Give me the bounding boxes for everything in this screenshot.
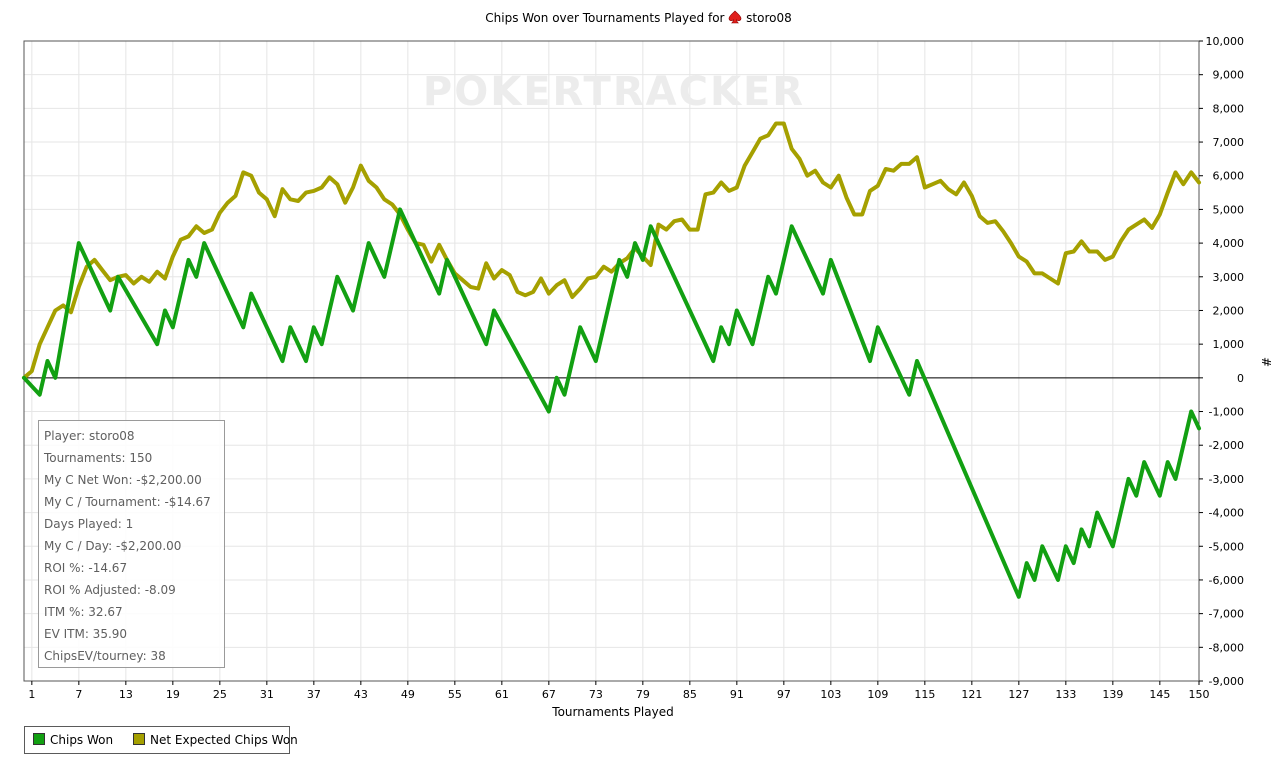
legend-swatch-icon [33, 733, 45, 745]
x-tick-label: 91 [730, 688, 744, 701]
y-tick-label: 0 [1237, 372, 1244, 385]
x-tick-label: 61 [495, 688, 509, 701]
y-tick-label: -2,000 [1209, 439, 1244, 452]
y-tick-label: -8,000 [1209, 641, 1244, 654]
x-tick-label: 55 [448, 688, 462, 701]
stat-line: Days Played: 1 [44, 517, 134, 531]
stat-line: ROI % Adjusted: -8.09 [44, 583, 176, 597]
legend-item-net-expected[interactable]: Net Expected Chips Won [133, 727, 298, 753]
y-tick-label: -4,000 [1209, 507, 1244, 520]
x-tick-label: 43 [354, 688, 368, 701]
y-tick-label: -5,000 [1209, 540, 1244, 553]
x-tick-label: 150 [1189, 688, 1210, 701]
stat-line: Tournaments: 150 [44, 451, 153, 465]
x-tick-label: 37 [307, 688, 321, 701]
x-tick-label: 103 [820, 688, 841, 701]
x-tick-label: 7 [75, 688, 82, 701]
y-tick-label: 6,000 [1213, 170, 1245, 183]
x-tick-label: 139 [1102, 688, 1123, 701]
y-tick-label: 5,000 [1213, 203, 1245, 216]
x-tick-label: 79 [636, 688, 650, 701]
y-tick-label: -1,000 [1209, 406, 1244, 419]
chart-title: Chips Won over Tournaments Played for st… [0, 10, 1277, 25]
legend-item-chips-won[interactable]: Chips Won [33, 727, 113, 753]
x-tick-label: 145 [1149, 688, 1170, 701]
watermark: POKERTRACKER [423, 69, 805, 115]
x-tick-label: 67 [542, 688, 556, 701]
y-tick-label: 9,000 [1213, 69, 1245, 82]
y-tick-label: 8,000 [1213, 102, 1245, 115]
x-tick-label: 121 [961, 688, 982, 701]
x-tick-label: 19 [166, 688, 180, 701]
y-tick-label: -7,000 [1209, 608, 1244, 621]
y-tick-label: -9,000 [1209, 675, 1244, 688]
x-tick-label: 73 [589, 688, 603, 701]
legend-label: Net Expected Chips Won [150, 733, 298, 747]
y-tick-label: 1,000 [1213, 338, 1245, 351]
stat-line: ITM %: 32.67 [44, 605, 123, 619]
stat-line: Player: storo08 [44, 429, 135, 443]
legend-label: Chips Won [50, 733, 114, 747]
x-tick-label: 25 [213, 688, 227, 701]
stat-line: My C Net Won: -$2,200.00 [44, 473, 202, 487]
series-line-chips-won [22, 207, 1201, 599]
x-tick-label: 127 [1008, 688, 1029, 701]
x-tick-label: 133 [1055, 688, 1076, 701]
series-lines [22, 121, 1201, 599]
stat-line: My C / Day: -$2,200.00 [44, 539, 182, 553]
spade-icon [729, 10, 742, 24]
y-tick-label: 10,000 [1206, 35, 1245, 48]
y-tick-label: 4,000 [1213, 237, 1245, 250]
stat-line: My C / Tournament: -$14.67 [44, 495, 211, 509]
y-tick-label: 3,000 [1213, 271, 1245, 284]
stat-line: ROI %: -14.67 [44, 561, 128, 575]
y-tick-label: 2,000 [1213, 304, 1245, 317]
x-tick-label: 1 [28, 688, 35, 701]
y-tick-label: -3,000 [1209, 473, 1244, 486]
player-name: storo08 [746, 11, 792, 25]
x-tick-label: 109 [867, 688, 888, 701]
stat-line: ChipsEV/tourney: 38 [44, 649, 166, 663]
stats-panel: Player: storo08 Tournaments: 150 My C Net … [38, 420, 225, 668]
y-tick-label: -6,000 [1209, 574, 1244, 587]
axes: 10,000 9,000 8,000 7,000 6,000 5,000 4,000 3,00… [23, 35, 1245, 701]
plot-frame [23, 40, 1200, 682]
grid [24, 40, 1200, 682]
y-tick-label: 7,000 [1213, 136, 1245, 149]
x-tick-label: 31 [260, 688, 274, 701]
x-axis-title: Tournaments Played [551, 705, 673, 719]
stat-line: EV ITM: 35.90 [44, 627, 128, 641]
x-tick-label: 49 [401, 688, 415, 701]
series-line-net-expected [22, 121, 1201, 380]
y-axis-title: # [1259, 357, 1273, 367]
x-tick-label: 97 [777, 688, 791, 701]
chart-title-text: Chips Won over Tournaments Played for [485, 11, 725, 25]
x-tick-label: 85 [683, 688, 697, 701]
x-tick-label: 115 [914, 688, 935, 701]
legend: Chips Won Net Expected Chips Won [24, 726, 298, 754]
x-tick-label: 13 [119, 688, 133, 701]
legend-swatch-icon [133, 733, 145, 745]
